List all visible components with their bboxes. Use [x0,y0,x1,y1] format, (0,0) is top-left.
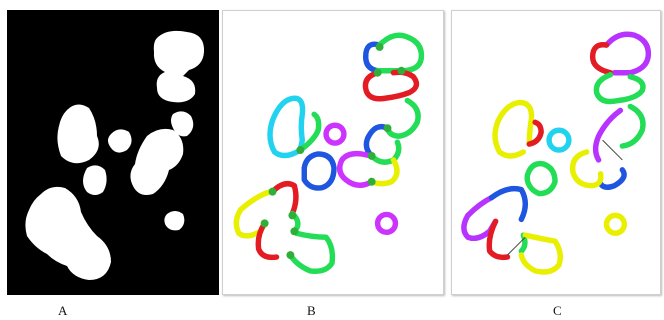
contour-segment [526,119,544,147]
junction-point [288,211,297,220]
contour-segment [336,150,375,188]
contour-segment [297,111,322,153]
panel-b-contour-segments [222,10,444,295]
contour-segment [267,95,306,159]
caption-b: B [307,303,316,318]
contour-segment [488,185,529,223]
contour-segment [368,157,400,187]
junction-point [383,124,392,133]
contour-segment [597,167,627,190]
mask-blob [25,186,111,280]
contour-segment [589,42,614,76]
junction-point [367,152,376,160]
mask-blob [164,211,185,231]
contour-segment [287,230,336,274]
junction-point [290,227,299,236]
junction-point [367,177,376,186]
contour-segment [518,232,563,275]
mask-blob [108,129,132,153]
junction-point [268,187,277,196]
junction-point [260,219,269,228]
junction-point [286,251,295,260]
merged-contours-image [461,31,652,275]
contour-segment [269,181,299,217]
contour-segment [384,97,421,139]
contour-segment [603,212,628,236]
contour-segment [592,107,624,163]
contour-segment [603,31,652,76]
mask-blob [153,30,205,103]
contour-segment [546,127,572,153]
junction-point [375,42,384,51]
contour-segment [362,41,383,74]
contour-segment [301,151,337,191]
binary-mask-image [25,30,205,280]
contour-segment [619,103,646,149]
contour-segment [569,149,604,189]
link-line [602,139,623,161]
contour-segment [255,220,280,261]
junction-point [397,66,406,75]
contour-segment [524,160,558,197]
mask-blob [130,128,184,195]
mask-blob [57,104,99,164]
junction-point [296,146,305,154]
contour-segment [492,99,535,159]
contour-segment [486,218,511,261]
contour-segment [363,123,391,159]
caption-c: C [553,303,562,318]
contour-segment [233,188,274,239]
junction-point [373,68,382,77]
panel-c-merged-contours [451,10,661,295]
contour-segment [593,72,646,105]
contour-segments-image [233,32,425,274]
contour-segment [374,211,399,235]
contour-segment [362,69,420,102]
contour-segment [374,32,425,74]
link-line [507,236,526,256]
contour-segment [461,194,499,242]
mask-blob [83,165,107,195]
panel-a-binary-mask [7,10,219,295]
contour-segment [323,122,347,146]
mask-blob [171,111,194,137]
caption-a: A [58,303,68,318]
